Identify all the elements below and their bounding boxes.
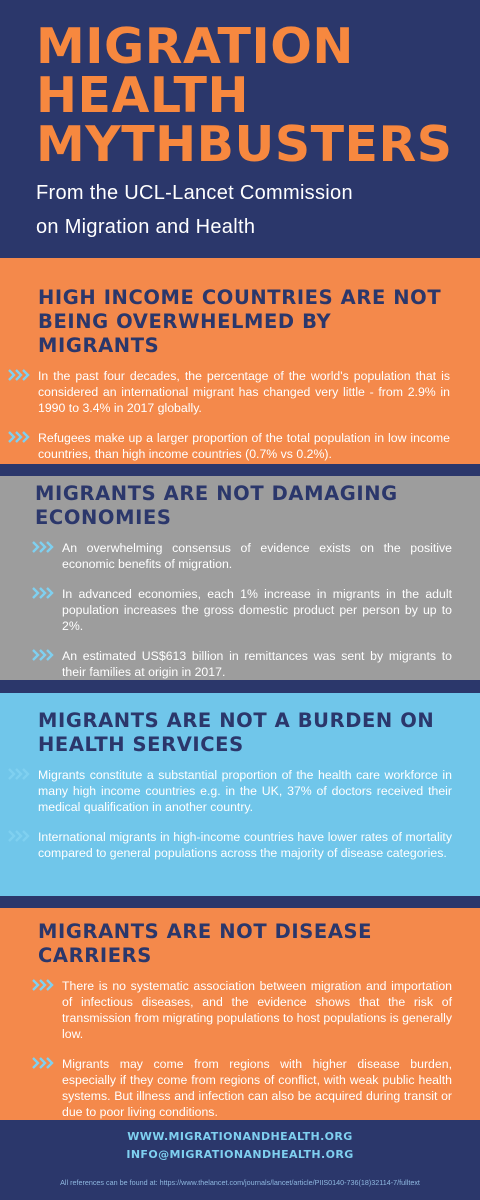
bullet-text: An overwhelming consensus of evidence ex… bbox=[62, 541, 452, 571]
subtitle: From the UCL-Lancet Commission on Migrat… bbox=[36, 182, 353, 238]
bullet: International migrants in high-income co… bbox=[8, 829, 452, 861]
title-line: HEALTH bbox=[36, 67, 249, 124]
section-heading: MIGRANTS ARE NOT DISEASE CARRIERS bbox=[38, 920, 373, 967]
section: MIGRANTS ARE NOT A BURDEN ON HEALTH SERV… bbox=[0, 693, 480, 896]
section-heading: MIGRANTS ARE NOT A BURDEN ON HEALTH SERV… bbox=[38, 709, 435, 756]
bullet: In the past four decades, the percentage… bbox=[8, 368, 450, 416]
arrow-icon bbox=[32, 979, 54, 991]
arrow-icon bbox=[8, 768, 30, 780]
bullet: Refugees make up a larger proportion of … bbox=[8, 430, 450, 462]
bullet-text: There is no systematic association betwe… bbox=[62, 979, 452, 1041]
bullet: An estimated US$613 billion in remittanc… bbox=[32, 648, 452, 680]
section-heading: MIGRANTS ARE NOT DAMAGING ECONOMIES bbox=[35, 482, 398, 529]
section-heading: HIGH INCOME COUNTRIES ARE NOT BEING OVER… bbox=[38, 286, 442, 357]
bullet-text: An estimated US$613 billion in remittanc… bbox=[62, 649, 452, 679]
arrow-icon bbox=[32, 1057, 54, 1069]
footer-links: WWW.MIGRATIONANDHEALTH.ORG INFO@MIGRATIO… bbox=[0, 1128, 480, 1164]
bullet: An overwhelming consensus of evidence ex… bbox=[32, 540, 452, 572]
arrow-icon bbox=[8, 369, 30, 381]
bullet-text: In the past four decades, the percentage… bbox=[38, 369, 450, 415]
bullet: Migrants constitute a substantial propor… bbox=[8, 767, 452, 815]
bullet: There is no systematic association betwe… bbox=[32, 978, 452, 1042]
title: MIGRATION HEALTH MYTHBUSTERS bbox=[36, 22, 453, 169]
bullet-text: International migrants in high-income co… bbox=[38, 830, 452, 860]
link[interactable]: INFO@MIGRATIONANDHEALTH.ORG bbox=[126, 1148, 354, 1161]
arrow-icon bbox=[32, 587, 54, 599]
bullet-text: In advanced economies, each 1% increase … bbox=[62, 587, 452, 633]
title-line: MYTHBUSTERS bbox=[36, 116, 453, 173]
arrow-icon bbox=[32, 541, 54, 553]
title-line: MIGRATION bbox=[36, 18, 354, 75]
arrow-icon bbox=[8, 431, 30, 443]
arrow-icon bbox=[8, 830, 30, 842]
bullet: Migrants may come from regions with high… bbox=[32, 1056, 452, 1120]
bullet-text: Migrants constitute a substantial propor… bbox=[38, 768, 452, 814]
references: All references can be found at: https://… bbox=[60, 1178, 420, 1187]
link[interactable]: WWW.MIGRATIONANDHEALTH.ORG bbox=[127, 1130, 353, 1143]
bullet-text: Migrants may come from regions with high… bbox=[62, 1057, 452, 1119]
section: HIGH INCOME COUNTRIES ARE NOT BEING OVER… bbox=[0, 258, 480, 464]
section: MIGRANTS ARE NOT DISEASE CARRIERS There i… bbox=[0, 908, 480, 1120]
bullet-text: Refugees make up a larger proportion of … bbox=[38, 431, 450, 461]
bullet: In advanced economies, each 1% increase … bbox=[32, 586, 452, 634]
section: MIGRANTS ARE NOT DAMAGING ECONOMIES An ov… bbox=[0, 476, 480, 680]
arrow-icon bbox=[32, 649, 54, 661]
